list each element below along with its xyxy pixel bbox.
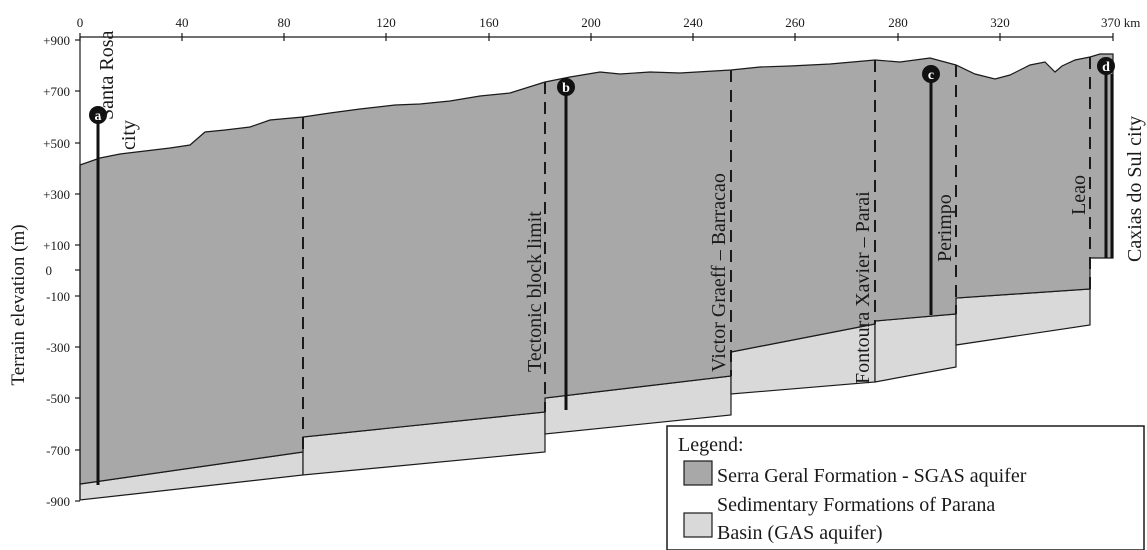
city-label-left-line1: Santa Rosa <box>96 30 118 120</box>
fault-lines <box>302 57 1091 452</box>
x-tick-label: 280 <box>888 15 908 30</box>
left-axis: +900 +700 +500 +300 +100 0 -100 -300 -50… <box>8 33 81 509</box>
well-marker-b: b <box>557 78 575 96</box>
well-label-a: a <box>95 109 102 124</box>
fault-label-leao: Leao <box>1068 175 1090 215</box>
x-tick-label: 80 <box>278 15 291 30</box>
y-tick-label: -700 <box>46 443 70 458</box>
x-tick-label: 200 <box>581 15 601 30</box>
x-tick-label: 120 <box>376 15 396 30</box>
gas-block-5 <box>874 313 957 383</box>
y-tick-label: +500 <box>43 136 70 151</box>
well-lines <box>96 74 1114 485</box>
fault-label-tectonic: Tectonic block limit <box>524 211 546 372</box>
gas-layer <box>79 288 1091 501</box>
legend-title: Legend: <box>678 434 744 456</box>
x-tick-label: 320 <box>990 15 1010 30</box>
x-tick-label: 240 <box>683 15 703 30</box>
legend-item-gas-line2: Basin (GAS aquifer) <box>717 522 883 544</box>
city-label-right: Caxias do Sul city <box>1124 116 1146 262</box>
legend-swatch-gas <box>683 512 713 538</box>
y-tick-label: +300 <box>43 187 70 202</box>
well-label-c: c <box>928 68 934 83</box>
well-marker-c: c <box>922 65 940 83</box>
x-tick-label: 160 <box>479 15 499 30</box>
legend-swatch-sgas <box>683 460 713 486</box>
well-markers: a b c d <box>89 57 1115 124</box>
y-tick-label: 0 <box>46 263 53 278</box>
y-tick-label: -500 <box>46 391 70 406</box>
well-label-b: b <box>562 81 570 96</box>
sgas-layer <box>79 53 1114 485</box>
legend-item-sgas: Serra Geral Formation - SGAS aquifer <box>717 465 1027 487</box>
y-tick-label: +100 <box>43 238 70 253</box>
x-tick-label: 260 <box>785 15 805 30</box>
y-tick-label: +700 <box>43 84 70 99</box>
gas-block-6 <box>955 288 1091 346</box>
legend: Legend: Serra Geral Formation - SGAS aqu… <box>666 425 1145 550</box>
well-marker-a: a <box>89 106 107 124</box>
y-axis-title: Terrain elevation (m) <box>8 224 29 385</box>
y-tick-label: -100 <box>46 289 70 304</box>
x-tick-label: 0 <box>77 15 84 30</box>
x-tick-label: 40 <box>176 15 189 30</box>
y-tick-label: +900 <box>43 33 70 48</box>
fault-label-perimpo: Perimpo <box>934 194 956 262</box>
city-label-left-line2: city <box>118 120 140 150</box>
fault-label-fontoura-xavier: Fontoura Xavier – Parai <box>852 191 874 384</box>
y-tick-label: -900 <box>46 494 70 509</box>
top-axis: 0 40 80 120 160 200 240 260 280 320 370 … <box>77 15 1140 41</box>
x-tick-label: 370 km <box>1101 15 1140 30</box>
fault-label-victor-graeff: Victor Graeff – Barracao <box>708 173 730 372</box>
well-marker-d: d <box>1097 57 1115 75</box>
y-tick-label: -300 <box>46 340 70 355</box>
legend-item-gas-line1: Sedimentary Formations of Parana <box>717 494 995 516</box>
well-label-d: d <box>1102 60 1110 75</box>
